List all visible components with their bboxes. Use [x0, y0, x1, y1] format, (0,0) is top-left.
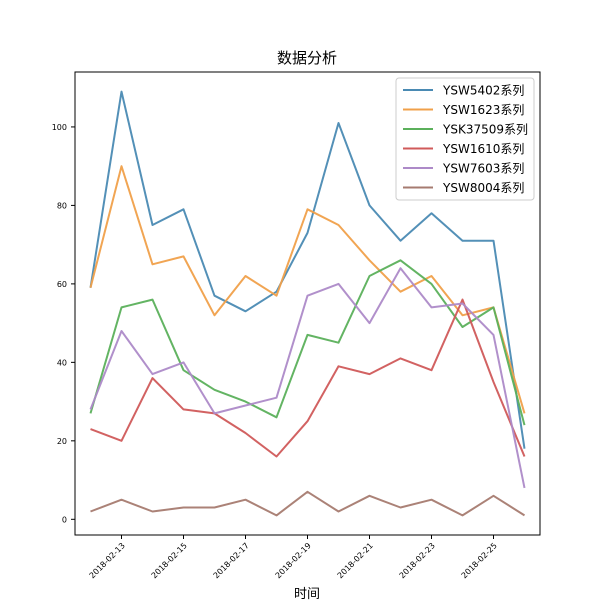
- legend-label: YSW1610系列: [442, 142, 524, 156]
- legend-label: YSW8004系列: [442, 181, 524, 195]
- y-tick-label: 40: [57, 358, 67, 367]
- y-tick-label: 0: [62, 515, 67, 524]
- legend-label: YSW5402系列: [442, 84, 524, 98]
- y-tick-label: 60: [57, 280, 67, 289]
- y-tick-label: 80: [57, 201, 67, 210]
- legend-label: YSW1623系列: [442, 103, 524, 117]
- legend-label: YSW7603系列: [442, 162, 524, 176]
- y-tick-label: 100: [52, 123, 67, 132]
- y-tick-label: 20: [57, 437, 67, 446]
- chart-title: 数据分析: [277, 49, 337, 67]
- x-axis-label: 时间: [294, 587, 320, 600]
- legend: YSW5402系列 YSW1623系列 YSK37509系列 YSW1610系列 YSW…: [396, 78, 534, 200]
- legend-label: YSK37509系列: [442, 123, 528, 137]
